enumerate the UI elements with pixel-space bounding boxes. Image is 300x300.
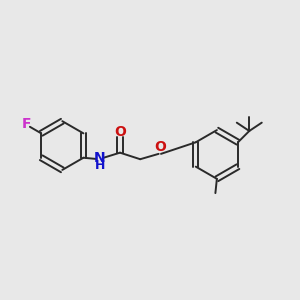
Text: F: F xyxy=(22,117,31,131)
Text: O: O xyxy=(154,140,166,154)
Text: O: O xyxy=(114,125,126,139)
Text: H: H xyxy=(94,159,105,172)
Text: N: N xyxy=(94,151,106,165)
